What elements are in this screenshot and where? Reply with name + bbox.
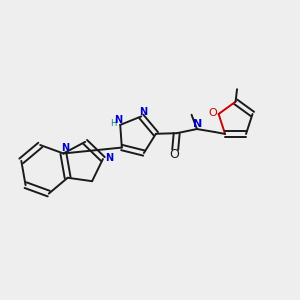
Text: N: N [105, 153, 113, 163]
Text: N: N [61, 142, 69, 152]
Text: O: O [209, 108, 218, 118]
Text: N: N [193, 119, 202, 129]
Text: H: H [110, 119, 117, 128]
Text: N: N [114, 115, 122, 125]
Text: N: N [139, 106, 147, 117]
Text: O: O [169, 148, 179, 161]
